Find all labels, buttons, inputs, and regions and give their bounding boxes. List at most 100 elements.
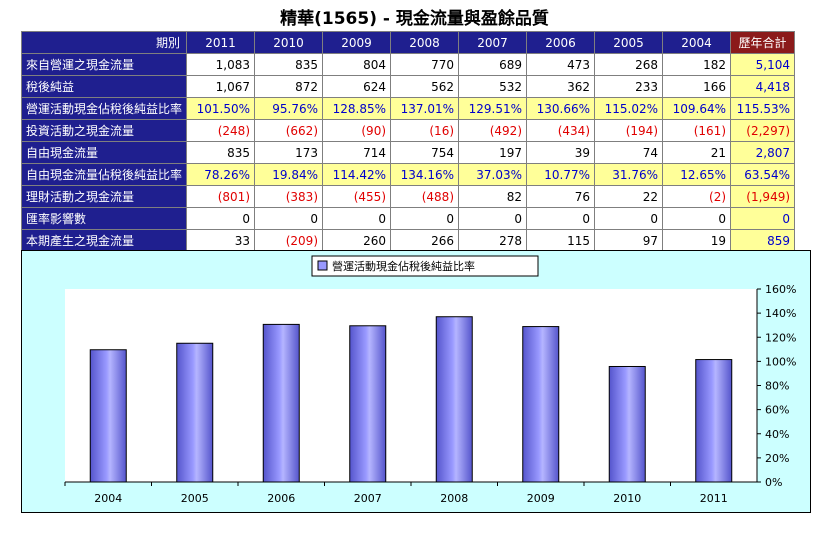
legend-label: 營運活動現金佔稅後純益比率 xyxy=(332,259,475,273)
total-cell: 63.54% xyxy=(730,163,796,186)
bar xyxy=(522,326,560,483)
table-cell: 0 xyxy=(254,207,324,230)
x-tick-label: 2007 xyxy=(354,492,382,505)
y-tick-label: 80% xyxy=(765,380,789,393)
table-cell: 101.50% xyxy=(186,97,256,120)
row-label: 本期產生之現金流量 xyxy=(20,229,188,252)
total-cell: 859 xyxy=(730,229,796,252)
table-cell: (248) xyxy=(186,119,256,142)
table-cell: 39 xyxy=(526,141,596,164)
table-cell: 0 xyxy=(390,207,460,230)
row-label: 匯率影響數 xyxy=(20,207,188,230)
table-header-row: 期別 2011 2010 2009 2008 2007 2006 2005 2004 歷年合計 xyxy=(20,31,796,54)
table-cell: 19 xyxy=(662,229,732,252)
table-cell: 233 xyxy=(594,75,664,98)
table-cell: (161) xyxy=(662,119,732,142)
bar xyxy=(89,349,127,483)
header-period-label: 期別 xyxy=(20,31,188,54)
table-cell: 268 xyxy=(594,53,664,76)
row-label: 自由現金流量 xyxy=(20,141,188,164)
table-cell: (209) xyxy=(254,229,324,252)
table-cell: 362 xyxy=(526,75,596,98)
total-cell: 4,418 xyxy=(730,75,796,98)
table-cell: 114.42% xyxy=(322,163,392,186)
header-year: 2007 xyxy=(458,31,528,54)
y-tick-label: 140% xyxy=(765,307,796,320)
table-cell: 0 xyxy=(662,207,732,230)
table-cell: 21 xyxy=(662,141,732,164)
table-cell: 624 xyxy=(322,75,392,98)
x-tick-label: 2006 xyxy=(267,492,295,505)
table-cell: 532 xyxy=(458,75,528,98)
table-cell: 37.03% xyxy=(458,163,528,186)
bar xyxy=(695,359,733,483)
table-cell: 137.01% xyxy=(390,97,460,120)
header-year: 2009 xyxy=(322,31,392,54)
row-label: 營運活動現金佔稅後純益比率 xyxy=(20,97,188,120)
table-cell: 0 xyxy=(594,207,664,230)
header-year: 2010 xyxy=(254,31,324,54)
y-tick-label: 40% xyxy=(765,428,789,441)
table-cell: 0 xyxy=(458,207,528,230)
bar xyxy=(435,316,473,483)
table-cell: 12.65% xyxy=(662,163,732,186)
x-tick-label: 2005 xyxy=(181,492,209,505)
table-cell: 754 xyxy=(390,141,460,164)
table-cell: 0 xyxy=(186,207,256,230)
table-cell: 835 xyxy=(254,53,324,76)
table-row: 本期產生之現金流量 33 (209) 260 266 278 115 97 19 859 xyxy=(20,229,796,252)
x-tick-label: 2010 xyxy=(613,492,641,505)
y-tick-label: 100% xyxy=(765,355,796,368)
bar xyxy=(262,323,300,483)
table-cell: 173 xyxy=(254,141,324,164)
legend-swatch xyxy=(317,260,328,271)
table-cell: 562 xyxy=(390,75,460,98)
total-cell: (2,297) xyxy=(730,119,796,142)
row-label: 來自營運之現金流量 xyxy=(20,53,188,76)
table-cell: 129.51% xyxy=(458,97,528,120)
y-tick-label: 60% xyxy=(765,404,789,417)
table-cell: (455) xyxy=(322,185,392,208)
table-row: 匯率影響數 0 0 0 0 0 0 0 0 0 xyxy=(20,207,796,230)
header-year: 2008 xyxy=(390,31,460,54)
header-year: 2005 xyxy=(594,31,664,54)
bar xyxy=(608,365,646,483)
y-tick-label: 120% xyxy=(765,331,796,344)
table-cell: 76 xyxy=(526,185,596,208)
table-row: 稅後純益 1,067 872 624 562 532 362 233 166 4,418 xyxy=(20,75,796,98)
table-cell: (492) xyxy=(458,119,528,142)
table-cell: 804 xyxy=(322,53,392,76)
table-row: 投資活動之現金流量 (248) (662) (90) (16) (492) (434) (19… xyxy=(20,119,796,142)
bar xyxy=(176,342,214,483)
table-cell: (662) xyxy=(254,119,324,142)
table-cell: 130.66% xyxy=(526,97,596,120)
header-year: 2011 xyxy=(186,31,256,54)
table-cell: (90) xyxy=(322,119,392,142)
table-cell: 714 xyxy=(322,141,392,164)
total-cell: 2,807 xyxy=(730,141,796,164)
table-row: 營運活動現金佔稅後純益比率 101.50% 95.76% 128.85% 137.01%… xyxy=(20,97,796,120)
table-cell: 770 xyxy=(390,53,460,76)
page-title: 精華(1565) - 現金流量與盈餘品質 xyxy=(280,9,549,29)
total-cell: (1,949) xyxy=(730,185,796,208)
table-cell: 835 xyxy=(186,141,256,164)
y-tick-label: 0% xyxy=(765,476,782,489)
table-cell: (383) xyxy=(254,185,324,208)
table-cell: (16) xyxy=(390,119,460,142)
cashflow-table: 期別 2011 2010 2009 2008 2007 2006 2005 2004 歷年合計 來自… xyxy=(20,31,796,252)
table-row: 自由現金流量佔稅後純益比率 78.26% 19.84% 114.42% 134.16% 3… xyxy=(20,163,796,186)
table-row: 自由現金流量 835 173 714 754 197 39 74 21 2,807 xyxy=(20,141,796,164)
y-tick-label: 160% xyxy=(765,283,796,296)
table-row: 來自營運之現金流量 1,083 835 804 770 689 473 268 182 5,104 xyxy=(20,53,796,76)
table-cell: 1,067 xyxy=(186,75,256,98)
table-cell: 115 xyxy=(526,229,596,252)
table-cell: (194) xyxy=(594,119,664,142)
x-tick-label: 2004 xyxy=(94,492,122,505)
bar xyxy=(349,325,387,483)
table-cell: 0 xyxy=(526,207,596,230)
row-label: 理財活動之現金流量 xyxy=(20,185,188,208)
table-cell: 115.02% xyxy=(594,97,664,120)
table-cell: (434) xyxy=(526,119,596,142)
table-cell: 0 xyxy=(322,207,392,230)
table-cell: 10.77% xyxy=(526,163,596,186)
